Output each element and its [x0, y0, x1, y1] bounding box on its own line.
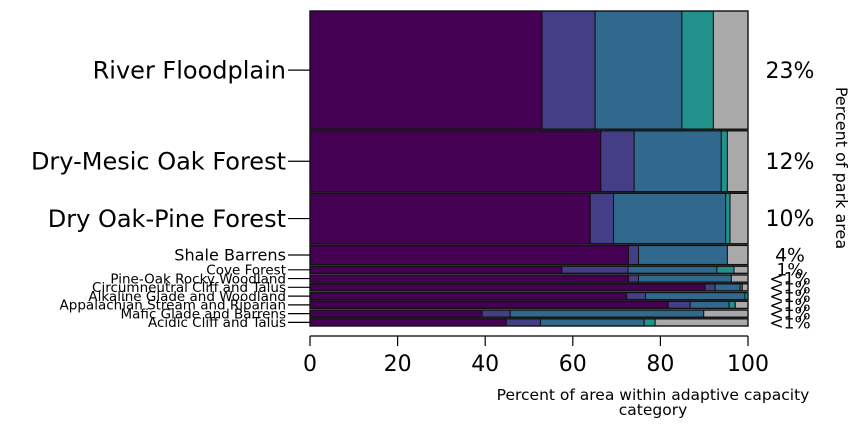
area-share-label-acidic-cliff-and-talus: <1%: [769, 313, 810, 333]
bar-segment-pine-oak-rocky-woodland-1: [310, 275, 628, 282]
bar-segment-shale-barrens-5: [727, 245, 748, 264]
x-tick-label-80: 80: [646, 352, 674, 377]
bar-segment-dry-oak-pine-forest-1: [310, 193, 590, 244]
bar-segment-pine-oak-rocky-woodland-2: [628, 275, 638, 282]
bar-segment-dry-oak-pine-forest-2: [590, 193, 613, 244]
bar-segment-mafic-glade-and-barrens-1: [310, 310, 482, 317]
bar-segment-acidic-cliff-and-talus-3: [540, 319, 644, 326]
bar-segment-mafic-glade-and-barrens-5: [704, 310, 748, 317]
bar-segment-appalachian-stream-and-riparian-1: [310, 301, 668, 308]
bar-segment-river-floodplain-1: [310, 11, 542, 129]
bar-segment-dry-mesic-oak-forest-2: [601, 131, 634, 192]
bar-segment-appalachian-stream-and-riparian-3: [690, 301, 729, 308]
bar-segment-alkaline-glade-and-woodland-2: [627, 292, 646, 299]
bar-segment-circumneutral-cliff-and-talus-3: [715, 284, 740, 291]
area-share-label-dry-mesic-oak-forest: 12%: [766, 150, 815, 175]
right-axis-label: Percent of park area: [832, 87, 851, 249]
bar-segment-alkaline-glade-and-woodland-1: [310, 292, 627, 299]
bar-segment-circumneutral-cliff-and-talus-1: [310, 284, 705, 291]
area-share-label-dry-oak-pine-forest: 10%: [766, 207, 815, 232]
area-share-labels-group: 23%12%10%4%1%<1%<1%<1%<1%<1%<1%: [766, 59, 815, 334]
bar-segment-cove-forest-5: [734, 266, 748, 273]
bar-segment-circumneutral-cliff-and-talus-5: [742, 284, 748, 291]
x-tick-label-100: 100: [727, 352, 769, 377]
bar-segment-cove-forest-1: [310, 266, 562, 273]
bars-group: [310, 11, 748, 326]
category-label-acidic-cliff-and-talus: Acidic Cliff and Talus: [148, 315, 286, 331]
bar-segment-pine-oak-rocky-woodland-5: [731, 275, 748, 282]
category-labels-group: River Floodplain Dry-Mesic Oak Forest Dry …: [31, 57, 310, 332]
bar-segment-shale-barrens-2: [628, 245, 638, 264]
bar-segment-river-floodplain-3: [595, 11, 682, 129]
bar-segment-river-floodplain-5: [713, 11, 748, 129]
x-axis: 0 20 40 60 80 100: [303, 336, 769, 377]
bar-segment-river-floodplain-2: [542, 11, 595, 129]
bar-segment-pine-oak-rocky-woodland-3: [639, 275, 732, 282]
bar-segment-dry-mesic-oak-forest-3: [634, 131, 721, 192]
bar-segment-shale-barrens-3: [639, 245, 728, 264]
x-tick-label-40: 40: [471, 352, 499, 377]
bar-segment-mafic-glade-and-barrens-2: [482, 310, 510, 317]
x-axis-label: Percent of area within adaptive capacity…: [497, 386, 810, 419]
bar-segment-cove-forest-2: [562, 266, 628, 273]
x-tick-label-0: 0: [303, 352, 317, 377]
category-label-dry-mesic-oak-forest: Dry-Mesic Oak Forest: [31, 148, 286, 176]
bar-segment-dry-mesic-oak-forest-4: [721, 131, 727, 192]
bar-segment-cove-forest-3: [628, 266, 717, 273]
bar-segment-dry-oak-pine-forest-5: [730, 193, 748, 244]
bar-segment-acidic-cliff-and-talus-1: [310, 319, 506, 326]
bar-segment-dry-mesic-oak-forest-1: [310, 131, 601, 192]
category-label-dry-oak-pine-forest: Dry Oak-Pine Forest: [48, 205, 286, 233]
bar-segment-river-floodplain-4: [682, 11, 714, 129]
x-tick-label-60: 60: [559, 352, 587, 377]
bar-segment-dry-oak-pine-forest-3: [614, 193, 726, 244]
bar-segment-shale-barrens-1: [310, 245, 628, 264]
bar-segment-alkaline-glade-and-woodland-3: [646, 292, 745, 299]
bar-segment-acidic-cliff-and-talus-5: [655, 319, 748, 326]
bar-segment-appalachian-stream-and-riparian-2: [668, 301, 690, 308]
bar-segment-mafic-glade-and-barrens-3: [510, 310, 704, 317]
bar-segment-appalachian-stream-and-riparian-4: [729, 301, 735, 308]
bar-segment-circumneutral-cliff-and-talus-2: [705, 284, 715, 291]
area-share-label-river-floodplain: 23%: [766, 59, 815, 84]
bar-segment-dry-mesic-oak-forest-5: [727, 131, 748, 192]
bar-segment-acidic-cliff-and-talus-4: [644, 319, 655, 326]
bar-segment-dry-oak-pine-forest-4: [726, 193, 730, 244]
x-tick-label-20: 20: [384, 352, 412, 377]
bar-segment-appalachian-stream-and-riparian-5: [735, 301, 748, 308]
bar-segment-cove-forest-4: [717, 266, 734, 273]
bar-segment-acidic-cliff-and-talus-2: [506, 319, 540, 326]
category-label-river-floodplain: River Floodplain: [93, 57, 286, 85]
